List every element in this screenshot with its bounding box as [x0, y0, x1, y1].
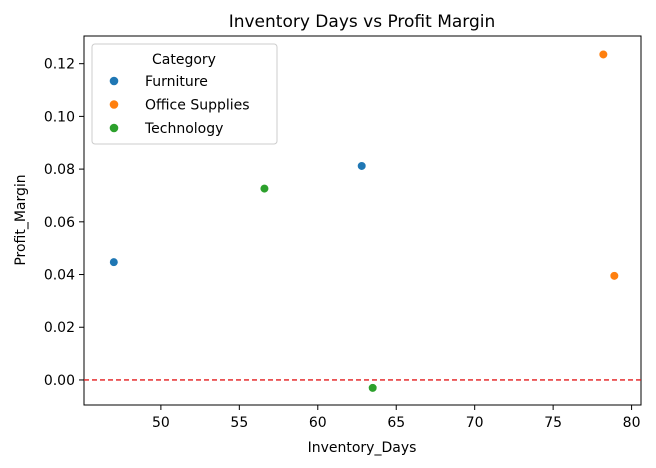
x-tick-label: 50 — [152, 415, 170, 431]
x-tick-label: 60 — [309, 415, 327, 431]
data-point-technology — [368, 383, 378, 393]
legend-label: Furniture — [145, 74, 208, 90]
y-tick-label: 0.08 — [44, 162, 75, 178]
data-points — [109, 49, 619, 393]
data-point-furniture — [357, 161, 367, 171]
y-tick-label: 0.10 — [44, 109, 75, 125]
legend-label: Technology — [144, 121, 223, 137]
x-tick-label: 70 — [466, 415, 484, 431]
x-tick-label: 80 — [623, 415, 641, 431]
y-tick-label: 0.04 — [44, 268, 75, 284]
data-point-furniture — [109, 257, 119, 267]
y-axis-ticks: 0.00 0.02 0.04 0.06 0.08 0.10 0.12 — [44, 57, 84, 389]
plot-area-frame — [83, 35, 642, 406]
data-point-technology — [259, 184, 270, 194]
legend: Category Furniture Office Supplies Technol… — [91, 43, 278, 145]
legend-marker-technology — [109, 123, 119, 133]
x-axis-ticks: 50 55 60 65 70 75 80 — [152, 405, 641, 431]
x-tick-label: 65 — [387, 415, 405, 431]
x-tick-label: 75 — [544, 415, 562, 431]
y-tick-label: 0.12 — [44, 57, 75, 73]
legend-marker-furniture — [109, 76, 119, 86]
x-axis-label: Inventory_Days — [308, 440, 417, 456]
data-point-office-supplies — [598, 49, 608, 60]
y-tick-label: 0.00 — [44, 373, 75, 389]
legend-title: Category — [152, 52, 216, 68]
legend-box — [91, 43, 278, 145]
legend-label: Office Supplies — [145, 98, 250, 114]
y-tick-label: 0.02 — [44, 320, 75, 336]
x-tick-label: 55 — [230, 415, 248, 431]
legend-marker-office-supplies — [109, 100, 119, 109]
y-tick-label: 0.06 — [44, 215, 75, 231]
y-axis-label: Profit_Margin — [13, 174, 29, 265]
chart-title: Inventory Days vs Profit Margin — [229, 12, 496, 32]
data-point-office-supplies — [609, 271, 619, 281]
